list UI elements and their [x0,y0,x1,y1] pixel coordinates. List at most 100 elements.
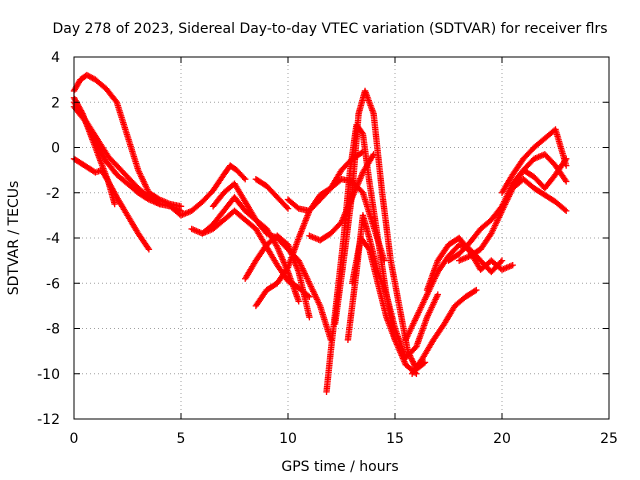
data-point [199,188,216,205]
data-point [402,315,419,344]
data-point [391,325,409,360]
data-point [359,189,377,229]
data-point [530,136,547,151]
data-point [541,172,558,192]
data-point [124,173,141,191]
data-point [306,280,323,308]
y-tick-label: -4 [46,231,60,247]
data-point [520,145,537,163]
data-point [242,175,249,183]
data-point [242,258,259,282]
data-point [359,212,373,240]
data-point [498,257,506,264]
data-point [145,194,162,207]
data-point [274,265,291,287]
data-point [105,153,119,168]
data-point [295,209,312,242]
y-tick-label: -8 [46,322,60,338]
data-point [366,178,381,240]
data-point [466,227,483,246]
data-point [83,71,98,83]
data-point [323,349,334,396]
data-point [430,322,447,344]
data-point [316,185,333,199]
y-tick-label: -6 [46,276,60,292]
y-tick-label: -10 [37,367,60,383]
data-point [423,292,441,321]
data-point [509,168,526,192]
data-point [263,182,280,200]
data-point [209,172,227,194]
grid [74,57,609,419]
data-point [231,194,248,213]
data-point [92,137,109,163]
data-point [498,186,516,215]
x-axis-label: GPS time / hours [281,459,398,475]
data-point [349,236,364,287]
data-point [306,313,313,321]
data-points [70,71,570,396]
data-point [231,207,248,222]
data-point [199,222,215,237]
data-point [349,112,362,196]
y-axis-label: SDTVAR / TECUs [6,181,22,296]
y-tick-label: 0 [51,141,60,157]
x-tick-label: 20 [493,431,511,447]
data-point [520,166,536,180]
data-series-8 [199,194,334,344]
data-series-4 [70,99,163,208]
y-tick-label: -2 [46,186,60,202]
data-point [344,270,360,344]
data-point [145,246,153,253]
data-point [124,132,141,172]
data-point [413,315,430,350]
x-tick-label: 10 [279,431,297,447]
data-point [284,205,292,212]
data-point [306,232,322,243]
data-point [79,112,94,132]
data-point [451,294,468,310]
data-series-24 [498,126,570,196]
data-point [274,232,290,247]
data-point [209,217,226,233]
data-point [498,172,516,196]
chart-title: Day 278 of 2023, Sidereal Day-to-day VTE… [52,21,607,37]
data-point [316,302,334,342]
data-point [391,336,399,344]
data-point [563,155,570,163]
data-point [102,157,119,177]
data-point [466,246,483,260]
data-point [361,87,377,116]
data-point [359,130,373,183]
data-point [357,234,372,252]
data-point [295,257,312,285]
data-point [419,338,436,362]
data-series-12 [252,175,292,212]
data-point [331,259,347,328]
data-point [541,151,558,168]
data-point [295,268,313,319]
data-point [434,291,441,298]
data-point [456,240,472,258]
data-series-1 [70,71,185,210]
data-point [209,209,226,228]
data-point [520,175,536,191]
data-point [96,139,111,159]
data-point [387,257,403,308]
data-point [552,157,569,178]
data-point [113,99,131,138]
data-point [227,162,239,173]
data-point [124,180,141,195]
data-point [105,178,118,206]
data-point [263,280,280,294]
data-point [306,193,323,215]
data-point [220,195,237,215]
data-point [408,356,426,377]
data-point [340,191,356,264]
data-point [530,185,547,198]
data-point [113,171,130,186]
data-point [111,200,118,208]
data-series-22 [445,151,570,264]
data-point [563,178,570,185]
